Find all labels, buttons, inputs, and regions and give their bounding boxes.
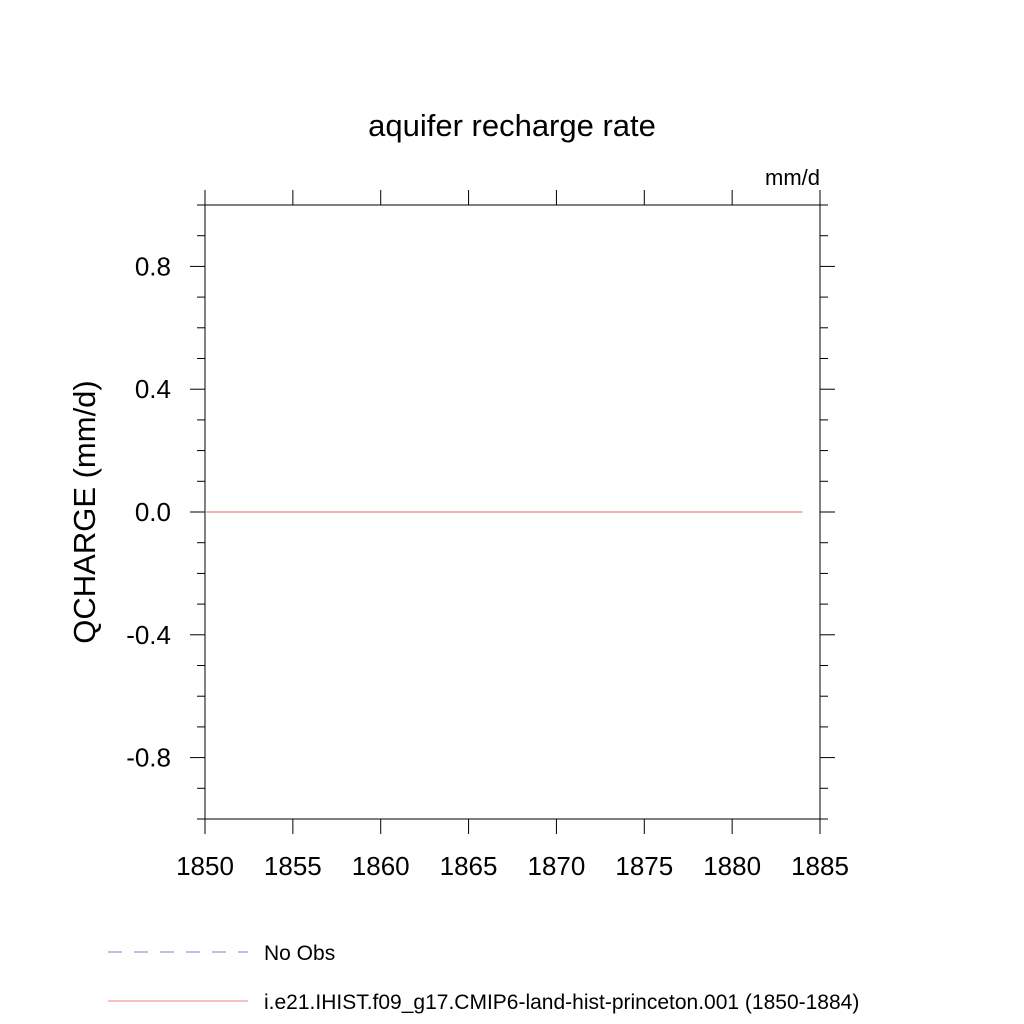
x-tick-label: 1850 (176, 851, 234, 881)
chart-title: aquifer recharge rate (368, 108, 656, 143)
y-tick-label: 0.4 (135, 374, 171, 404)
legend-label: i.e21.IHIST.f09_g17.CMIP6-land-hist-prin… (264, 991, 859, 1014)
x-tick-label: 1885 (791, 851, 849, 881)
x-tick-label: 1870 (528, 851, 586, 881)
x-tick-label: 1880 (703, 851, 761, 881)
legend: No Obs i.e21.IHIST.f09_g17.CMIP6-land-his… (108, 942, 859, 1014)
y-axis-ticks: 0.8 0.4 0.0 -0.4 -0.8 (126, 204, 835, 820)
x-axis-ticks: 1850 1855 1860 1865 1870 1875 1880 1885 (176, 190, 849, 881)
legend-label: No Obs (264, 942, 335, 965)
x-tick-label: 1855 (264, 851, 322, 881)
y-tick-label: 0.0 (135, 497, 171, 527)
y-tick-label: -0.8 (126, 743, 171, 773)
x-tick-label: 1860 (352, 851, 410, 881)
y-axis-label: QCHARGE (mm/d) (67, 380, 102, 644)
x-tick-label: 1865 (440, 851, 498, 881)
y-tick-label: -0.4 (126, 620, 171, 650)
units-label: mm/d (765, 165, 820, 190)
y-tick-label: 0.8 (135, 251, 171, 281)
x-tick-label: 1875 (615, 851, 673, 881)
